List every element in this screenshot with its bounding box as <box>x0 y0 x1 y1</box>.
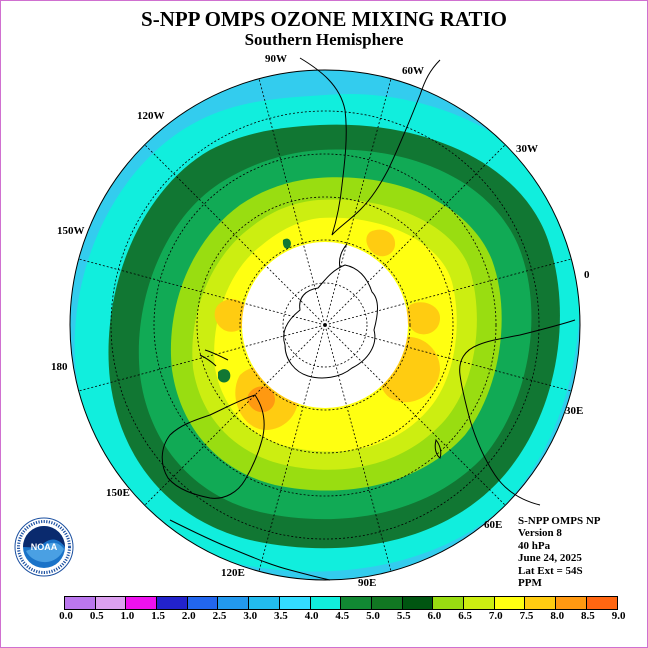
colorbar-label: 9.0 <box>611 610 626 622</box>
meridian-line <box>258 324 326 572</box>
latitude-circle <box>196 196 454 454</box>
info-instrument: S-NPP OMPS NP <box>518 515 601 527</box>
map-title: S-NPP OMPS OZONE MIXING RATIO <box>141 7 507 31</box>
info-units: PPM <box>518 577 542 590</box>
lon-label-120e: 120E <box>221 567 245 579</box>
colorbar-label: 0.0 <box>59 610 73 622</box>
colorbar-segment <box>249 597 280 609</box>
info-date: June 24, 2025 <box>518 552 582 565</box>
lon-label-180: 180 <box>51 361 68 373</box>
lon-label-90w: 90W <box>265 53 287 65</box>
asia-coast <box>169 519 331 581</box>
colorbar-segment <box>341 597 372 609</box>
meridian-line <box>324 78 392 326</box>
colorbar-segment <box>556 597 587 609</box>
meridian-line <box>324 324 506 506</box>
lon-label-150e: 150E <box>106 487 130 499</box>
colorbar-label: 1.0 <box>120 610 135 622</box>
colorbar-segment <box>402 597 434 609</box>
colorbar-segment <box>95 597 127 609</box>
colorbar-label: 8.5 <box>581 610 595 622</box>
colorbar-label: 3.5 <box>274 610 288 622</box>
colorbar-label: 5.0 <box>366 610 380 622</box>
meridian-line <box>324 324 572 392</box>
map-border <box>69 69 581 581</box>
contour-7-5 <box>247 386 275 413</box>
colorbar-label: 2.0 <box>181 610 196 622</box>
south-pole-dot <box>323 323 327 327</box>
colorbar-label: 0.5 <box>89 610 104 622</box>
africa-coast <box>459 319 576 506</box>
antarctic-peninsula <box>339 243 348 269</box>
graticule <box>78 78 572 572</box>
colorbar-labels: 0.0 0.5 1.0 1.5 2.0 2.5 3.0 3.5 4.0 4.5 5.0 5.5 6.0 6… <box>0 610 648 624</box>
noaa-logo: NOAA <box>14 517 74 577</box>
latitude-circle <box>239 239 411 411</box>
lon-label-90e: 90E <box>358 577 376 589</box>
colorbar-label: 4.0 <box>304 610 319 622</box>
info-pressure: 40 hPa <box>518 539 551 552</box>
meridian-line <box>78 324 326 392</box>
colorbar-segment <box>433 597 464 609</box>
lon-label-60e: 60E <box>484 519 502 531</box>
latitude-circle <box>282 282 368 368</box>
info-version: Version 8 <box>518 527 562 540</box>
australia-coast <box>161 394 265 499</box>
lon-label-150w: 150W <box>57 225 85 237</box>
colorbar-segment <box>371 597 403 609</box>
contour-4-5 <box>282 238 291 249</box>
colorbar-segment <box>310 597 342 609</box>
colorbar <box>64 596 619 610</box>
meridian-line <box>144 324 326 506</box>
colorbar-label: 1.5 <box>151 610 165 622</box>
colorbar-segment <box>279 597 311 609</box>
latitude-circle <box>110 110 540 540</box>
meridian-line <box>144 144 326 326</box>
colorbar-segment <box>586 597 618 609</box>
colorbar-label: 4.5 <box>335 610 350 622</box>
meridian-line <box>78 258 326 326</box>
colorbar-label: 6.5 <box>458 610 472 622</box>
colorbar-segment <box>525 597 556 609</box>
colorbar-segment <box>187 597 219 609</box>
lon-label-60w: 60W <box>402 65 424 77</box>
info-block: S-NPP OMPS NP Version 8 40 hPa June 24, … <box>518 515 601 589</box>
lon-label-30e: 30E <box>565 405 583 417</box>
map-subtitle: Southern Hemisphere <box>244 30 404 49</box>
south-america-coast <box>299 57 441 236</box>
colorbar-segment <box>494 597 526 609</box>
colorbar-label: 2.5 <box>212 610 227 622</box>
lon-label-30w: 30W <box>516 143 538 155</box>
latitude-circle <box>153 153 497 497</box>
colorbar-label: 7.0 <box>488 610 503 622</box>
colorbar-segment <box>65 597 96 609</box>
colorbar-label: 8.0 <box>550 610 565 622</box>
colorbar-segment <box>126 597 158 609</box>
meridian-line <box>324 144 506 326</box>
lon-label-0: 0 <box>584 269 590 281</box>
contour-7-0 <box>405 302 440 335</box>
colorbar-segment <box>218 597 250 609</box>
info-lat-ext: Lat Ext = 54S <box>518 564 583 577</box>
colorbar-label: 3.0 <box>243 610 258 622</box>
madagascar-coast <box>434 438 442 459</box>
coastlines <box>161 57 576 581</box>
lon-label-120w: 120W <box>137 110 165 122</box>
colorbar-segment <box>463 597 495 609</box>
antarctica-coast <box>283 264 378 379</box>
noaa-logo-text: NOAA <box>31 542 58 552</box>
meridian-line <box>324 324 392 572</box>
colorbar-label: 6.0 <box>427 610 442 622</box>
meridian-line <box>324 258 572 326</box>
meridians <box>78 78 572 572</box>
colorbar-label: 5.5 <box>396 610 411 622</box>
colorbar-segment <box>157 597 188 609</box>
contour-4-5 <box>218 369 231 383</box>
colorbar-label: 7.5 <box>519 610 534 622</box>
meridian-line <box>258 78 326 326</box>
contour-7-0 <box>366 229 396 257</box>
